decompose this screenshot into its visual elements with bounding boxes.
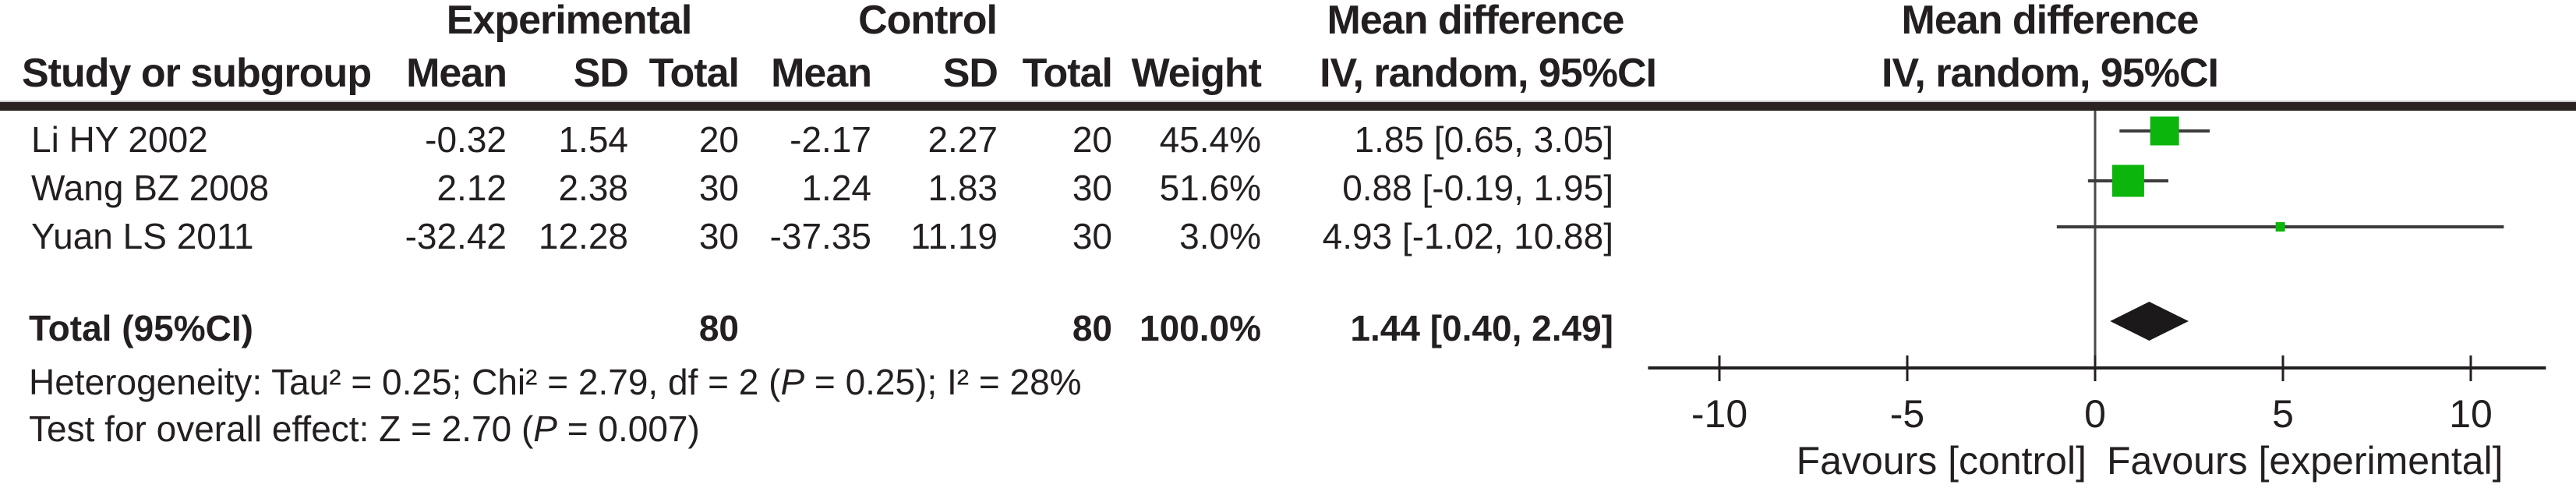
effect-square-1 [2111,164,2144,197]
study-name: Yuan LS 2011 [31,216,254,256]
group-header-experimental: Experimental [446,0,693,43]
weight-value: 45.4% [1159,119,1261,160]
total-md-ci: 1.44 [0.40, 2.49] [1350,308,1613,348]
x-axis-tick-label: 0 [2084,392,2106,436]
exp-sd-value: 12.28 [538,216,628,256]
col-header-study: Study or subgroup [22,51,372,96]
study-name: Li HY 2002 [31,119,208,160]
ctrl-sd-value: 11.19 [910,216,998,256]
ctrl-total-value: 30 [1072,168,1112,208]
group-header-mean-difference-text: Mean difference [1327,0,1625,43]
overall-effect-test: Test for overall effect: Z = 2.70 (P = 0… [29,408,700,449]
md-ci-value: 1.85 [0.65, 3.05] [1354,119,1614,160]
total-exp-total: 80 [698,308,739,348]
total-weight: 100.0% [1139,308,1261,348]
ctrl-total-value: 30 [1072,216,1112,256]
exp-total-value: 30 [698,168,739,208]
favours-experimental-label: Favours [experimental] [2107,439,2504,483]
study-name: Wang BZ 2008 [31,168,270,208]
ctrl-sd-value: 2.27 [928,119,998,160]
exp-mean-value: 2.12 [436,168,507,208]
ctrl-mean-value: 1.24 [801,168,871,208]
x-axis-tick-label: -5 [1890,392,1924,436]
x-axis-tick-label: -10 [1691,392,1747,436]
effect-square-2 [2275,222,2285,232]
weight-value: 51.6% [1159,168,1261,208]
col-header-ctrl-sd: SD [942,51,998,96]
group-header-mean-difference-plot: Mean difference [1901,0,2200,43]
x-axis-tick-label: 5 [2272,392,2294,436]
col-header-weight: Weight [1131,51,1262,96]
total-diamond [2110,302,2189,341]
exp-mean-value: -32.42 [405,216,507,256]
x-axis-tick-label: 10 [2449,392,2493,436]
col-header-md-plot: IV, random, 95%CI [1882,51,2219,96]
exp-total-value: 30 [698,216,739,256]
favours-control-label: Favours [control] [1797,439,2087,483]
md-ci-value: 4.93 [-1.02, 10.88] [1322,216,1613,256]
col-header-ctrl-total: Total [1022,51,1113,96]
exp-mean-value: -0.32 [425,119,507,160]
heterogeneity-stats: Heterogeneity: Tau² = 0.25; Chi² = 2.79,… [29,362,1082,402]
col-header-md-text: IV, random, 95%CI [1320,51,1657,96]
ctrl-sd-value: 1.83 [928,168,998,208]
weight-value: 3.0% [1179,216,1261,256]
exp-total-value: 20 [698,119,739,160]
ctrl-total-value: 20 [1072,119,1112,160]
col-header-ctrl-mean: Mean [771,51,872,96]
col-header-exp-sd: SD [573,51,629,96]
exp-sd-value: 2.38 [558,168,628,208]
col-header-exp-mean: Mean [406,51,507,96]
header-separator-line [0,101,2576,111]
col-header-exp-total: Total [648,51,740,96]
exp-sd-value: 1.54 [558,119,628,160]
ctrl-mean-value: -37.35 [769,216,871,256]
effect-square-0 [2150,116,2179,146]
md-ci-value: 0.88 [-0.19, 1.95] [1342,168,1613,208]
total-label: Total (95%CI) [29,308,253,348]
group-header-control: Control [858,0,998,43]
total-ctrl-total: 80 [1072,308,1112,348]
ctrl-mean-value: -2.17 [790,119,871,160]
